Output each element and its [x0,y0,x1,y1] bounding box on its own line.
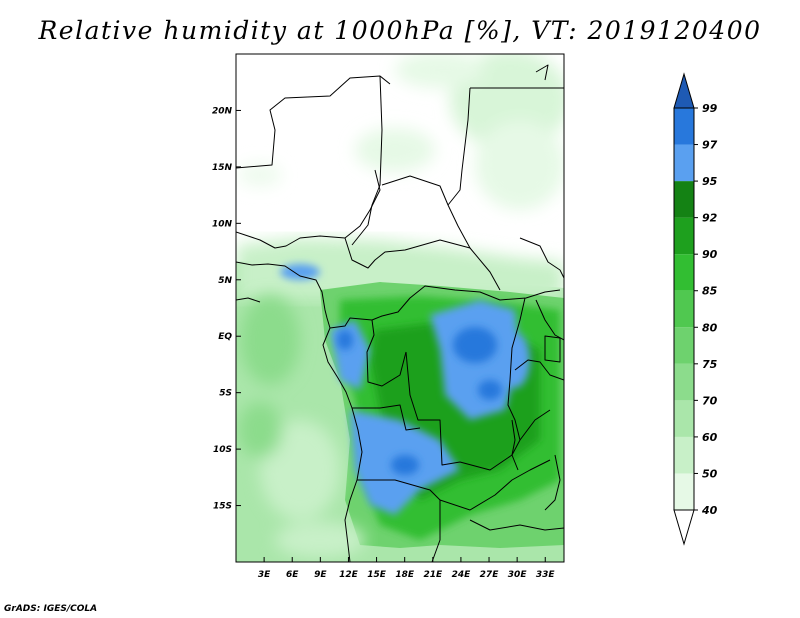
lon-tick-label: 18E [395,570,415,580]
map-frame [235,53,565,563]
lat-tick-label: 5N [218,276,232,286]
lat-tick-label: 10N [212,219,233,229]
lat-tick-label: 15S [213,502,232,512]
longitude-axis: 3E 6E 9E 12E 15E 18E 21E 24E 27E 30E 33E [258,557,556,580]
colorbar-band [674,363,694,401]
colorbar-frame [673,107,695,511]
colorbar-band [674,217,694,255]
colorbar-label: 85 [702,285,718,298]
lat-tick-label: 5S [219,389,232,399]
colorbar-label: 75 [702,358,718,371]
colorbar-label: 60 [702,431,718,444]
colorbar-label: 99 [702,102,718,115]
colorbar-band [674,144,694,182]
northern-humid-patches [238,54,564,210]
colorbar-label: 50 [702,467,718,480]
colorbar-label: 80 [702,321,718,334]
plot-title: Relative humidity at 1000hPa [%], VT: 20… [38,16,762,45]
colorbar: 40 50 60 70 75 80 85 90 92 95 97 99 [673,72,718,546]
colorbar-band [674,327,694,364]
lon-tick-label: 6E [286,570,299,580]
lat-tick-label: 20N [212,106,233,116]
colorbar-label: 40 [701,504,718,517]
lon-tick-label: 15E [367,570,387,580]
patches-97-99 [337,327,502,475]
colorbar-band [674,473,694,510]
lon-tick-label: 12E [339,570,359,580]
lon-tick-label: 30E [508,570,528,580]
lon-tick-label: 27E [480,570,500,580]
coastline [236,261,363,562]
lon-tick-label: 24E [452,570,472,580]
colorbar-label: 97 [702,139,718,152]
humidity-field [236,54,564,562]
colorbar-upper-extension [673,72,695,109]
lat-tick-label: 10S [213,445,232,455]
grads-credit: GrADS: IGES/COLA [4,604,98,614]
colorbar-band [674,254,694,291]
country-borders [236,64,564,562]
colorbar-label: 70 [702,394,718,407]
ocean-texture [238,295,365,558]
map-panel: 20N 15N 10N 5N EQ 5S 10S 15S 3E 6E 9E 12E 15E 18E 21E… [212,53,565,580]
colorbar-band [674,436,694,474]
latitude-axis: 20N 15N 10N 5N EQ 5S 10S 15S [212,106,241,512]
colorbar-label: 92 [702,212,718,225]
lat-tick-label: 15N [212,163,233,173]
lon-tick-label: 9E [314,570,327,580]
colorbar-band [674,400,694,437]
colorbar-label: 95 [702,175,718,188]
lat-tick-label: EQ [218,332,232,342]
lon-tick-label: 3E [258,570,271,580]
colorbar-lower-extension [673,509,695,546]
lon-tick-label: 33E [536,570,556,580]
colorbar-label: 90 [702,248,718,261]
lon-tick-label: 21E [423,570,443,580]
colorbar-band [674,290,694,328]
colorbar-band [674,181,694,218]
colorbar-band [674,108,694,145]
